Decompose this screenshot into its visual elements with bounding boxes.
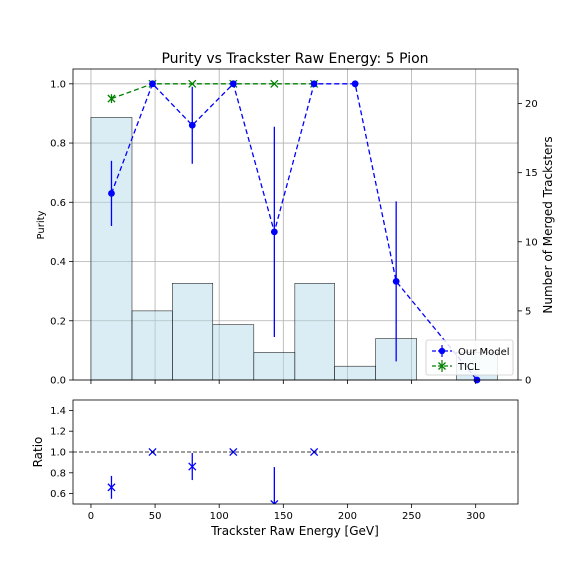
ticl-point-0: [107, 94, 116, 103]
purity-y-tick-label-1: 0.2: [50, 316, 66, 327]
chart-legend: Our Model TICL: [425, 339, 514, 376]
ratio-y-tick-label-4: 1.4: [50, 406, 66, 417]
ratio-x-tick-label-0: 0: [88, 511, 94, 522]
tracksters-y-tick-label-2: 10: [525, 237, 538, 248]
ratio-panel: 0.6 0.8 1.0 1.2 1.4 0 50 100 150 200 250 300 Ratio…: [31, 399, 519, 538]
tracksters-y-tick-label-1: 5: [525, 306, 531, 317]
our-model-point-3: [229, 80, 237, 88]
ratio-point-3: [229, 447, 238, 457]
histogram-bar-6: [334, 365, 376, 381]
histogram-bar-2: [172, 282, 214, 381]
purity-axes-frame: [72, 68, 519, 381]
tracksters-y-tick-label-0: 0: [525, 376, 531, 387]
histogram-bar-4: [253, 352, 296, 381]
purity-y-tick-label-0: 0.0: [50, 376, 66, 387]
legend-marker-ticl: [438, 362, 446, 370]
ratio-point-4: [270, 499, 279, 504]
ratio-y-tick-label-2: 1.0: [50, 448, 66, 459]
chart-title: Purity vs Trackster Raw Energy: 5 Pion: [161, 51, 428, 67]
legend-label-our-model: Our Model: [458, 347, 510, 358]
ratio-y-axis-label: Ratio: [31, 437, 45, 468]
purity-y-tick-label-5: 1.0: [50, 79, 66, 90]
ratio-x-tick-label-1: 50: [149, 511, 162, 522]
ratio-point-2: [188, 462, 197, 471]
purity-y-ticks: 0.0 0.2 0.4 0.6 0.8 1.0: [50, 79, 73, 387]
ratio-x-ticks: 0 50 100 150 200 250 300: [88, 504, 485, 522]
histogram-bar-1: [131, 310, 173, 381]
legend-entry-ticl: TICL: [432, 360, 480, 373]
legend-entry-our-model: Our Model: [432, 345, 510, 358]
purity-x-ticks: [90, 380, 477, 384]
histogram-bar-5: [294, 282, 335, 381]
tracksters-y-tick-label-4: 20: [525, 99, 538, 110]
purity-series: [107, 79, 481, 384]
ratio-x-tick-label-3: 150: [274, 511, 293, 522]
merged-tracksters-y-axis-label: Number of Merged Tracksters: [541, 136, 555, 313]
ratio-y-tick-label-3: 1.2: [50, 427, 66, 438]
x-axis-label: Trackster Raw Energy [GeV]: [210, 524, 379, 538]
trackster-histogram: [90, 117, 498, 381]
ratio-x-tick-label-2: 100: [210, 511, 229, 522]
ticl-point-4: [270, 79, 279, 88]
histogram-bar-0: [90, 117, 133, 381]
purity-panel: Purity vs Trackster Raw Energy: 5 Pion 0…: [36, 51, 555, 387]
merged-tracksters-y-ticks: 0 5 10 15 20: [518, 99, 538, 387]
purity-grid: [73, 69, 518, 381]
ratio-y-ticks: 0.6 0.8 1.0 1.2 1.4: [50, 406, 73, 500]
legend-label-ticl: TICL: [457, 362, 480, 373]
ratio-y-tick-label-1: 0.8: [50, 468, 66, 479]
ratio-y-tick-label-0: 0.6: [50, 489, 66, 500]
our-model-point-2: [188, 121, 196, 129]
ticl-line: [111, 83, 315, 100]
our-model-point-5: [310, 80, 318, 88]
ratio-x-tick-label-6: 300: [466, 511, 485, 522]
ratio-x-tick-label-5: 250: [402, 511, 421, 522]
our-model-point-0: [108, 190, 115, 197]
histogram-bar-3: [212, 324, 255, 381]
purity-y-tick-label-2: 0.4: [50, 257, 66, 268]
legend-marker-our-model: [438, 347, 446, 355]
ratio-x-tick-label-4: 200: [338, 511, 357, 522]
purity-y-tick-label-4: 0.8: [50, 139, 66, 150]
our-model-point-1: [149, 80, 156, 88]
our-model-point-7: [392, 277, 400, 285]
purity-y-axis-label: Purity: [36, 210, 47, 239]
purity-y-tick-label-3: 0.6: [50, 198, 66, 209]
tracksters-y-tick-label-3: 15: [525, 168, 538, 179]
our-model-point-6: [351, 80, 359, 88]
ratio-point-0: [107, 483, 116, 492]
ticl-point-2: [188, 79, 197, 88]
our-model-point-4: [270, 228, 278, 236]
